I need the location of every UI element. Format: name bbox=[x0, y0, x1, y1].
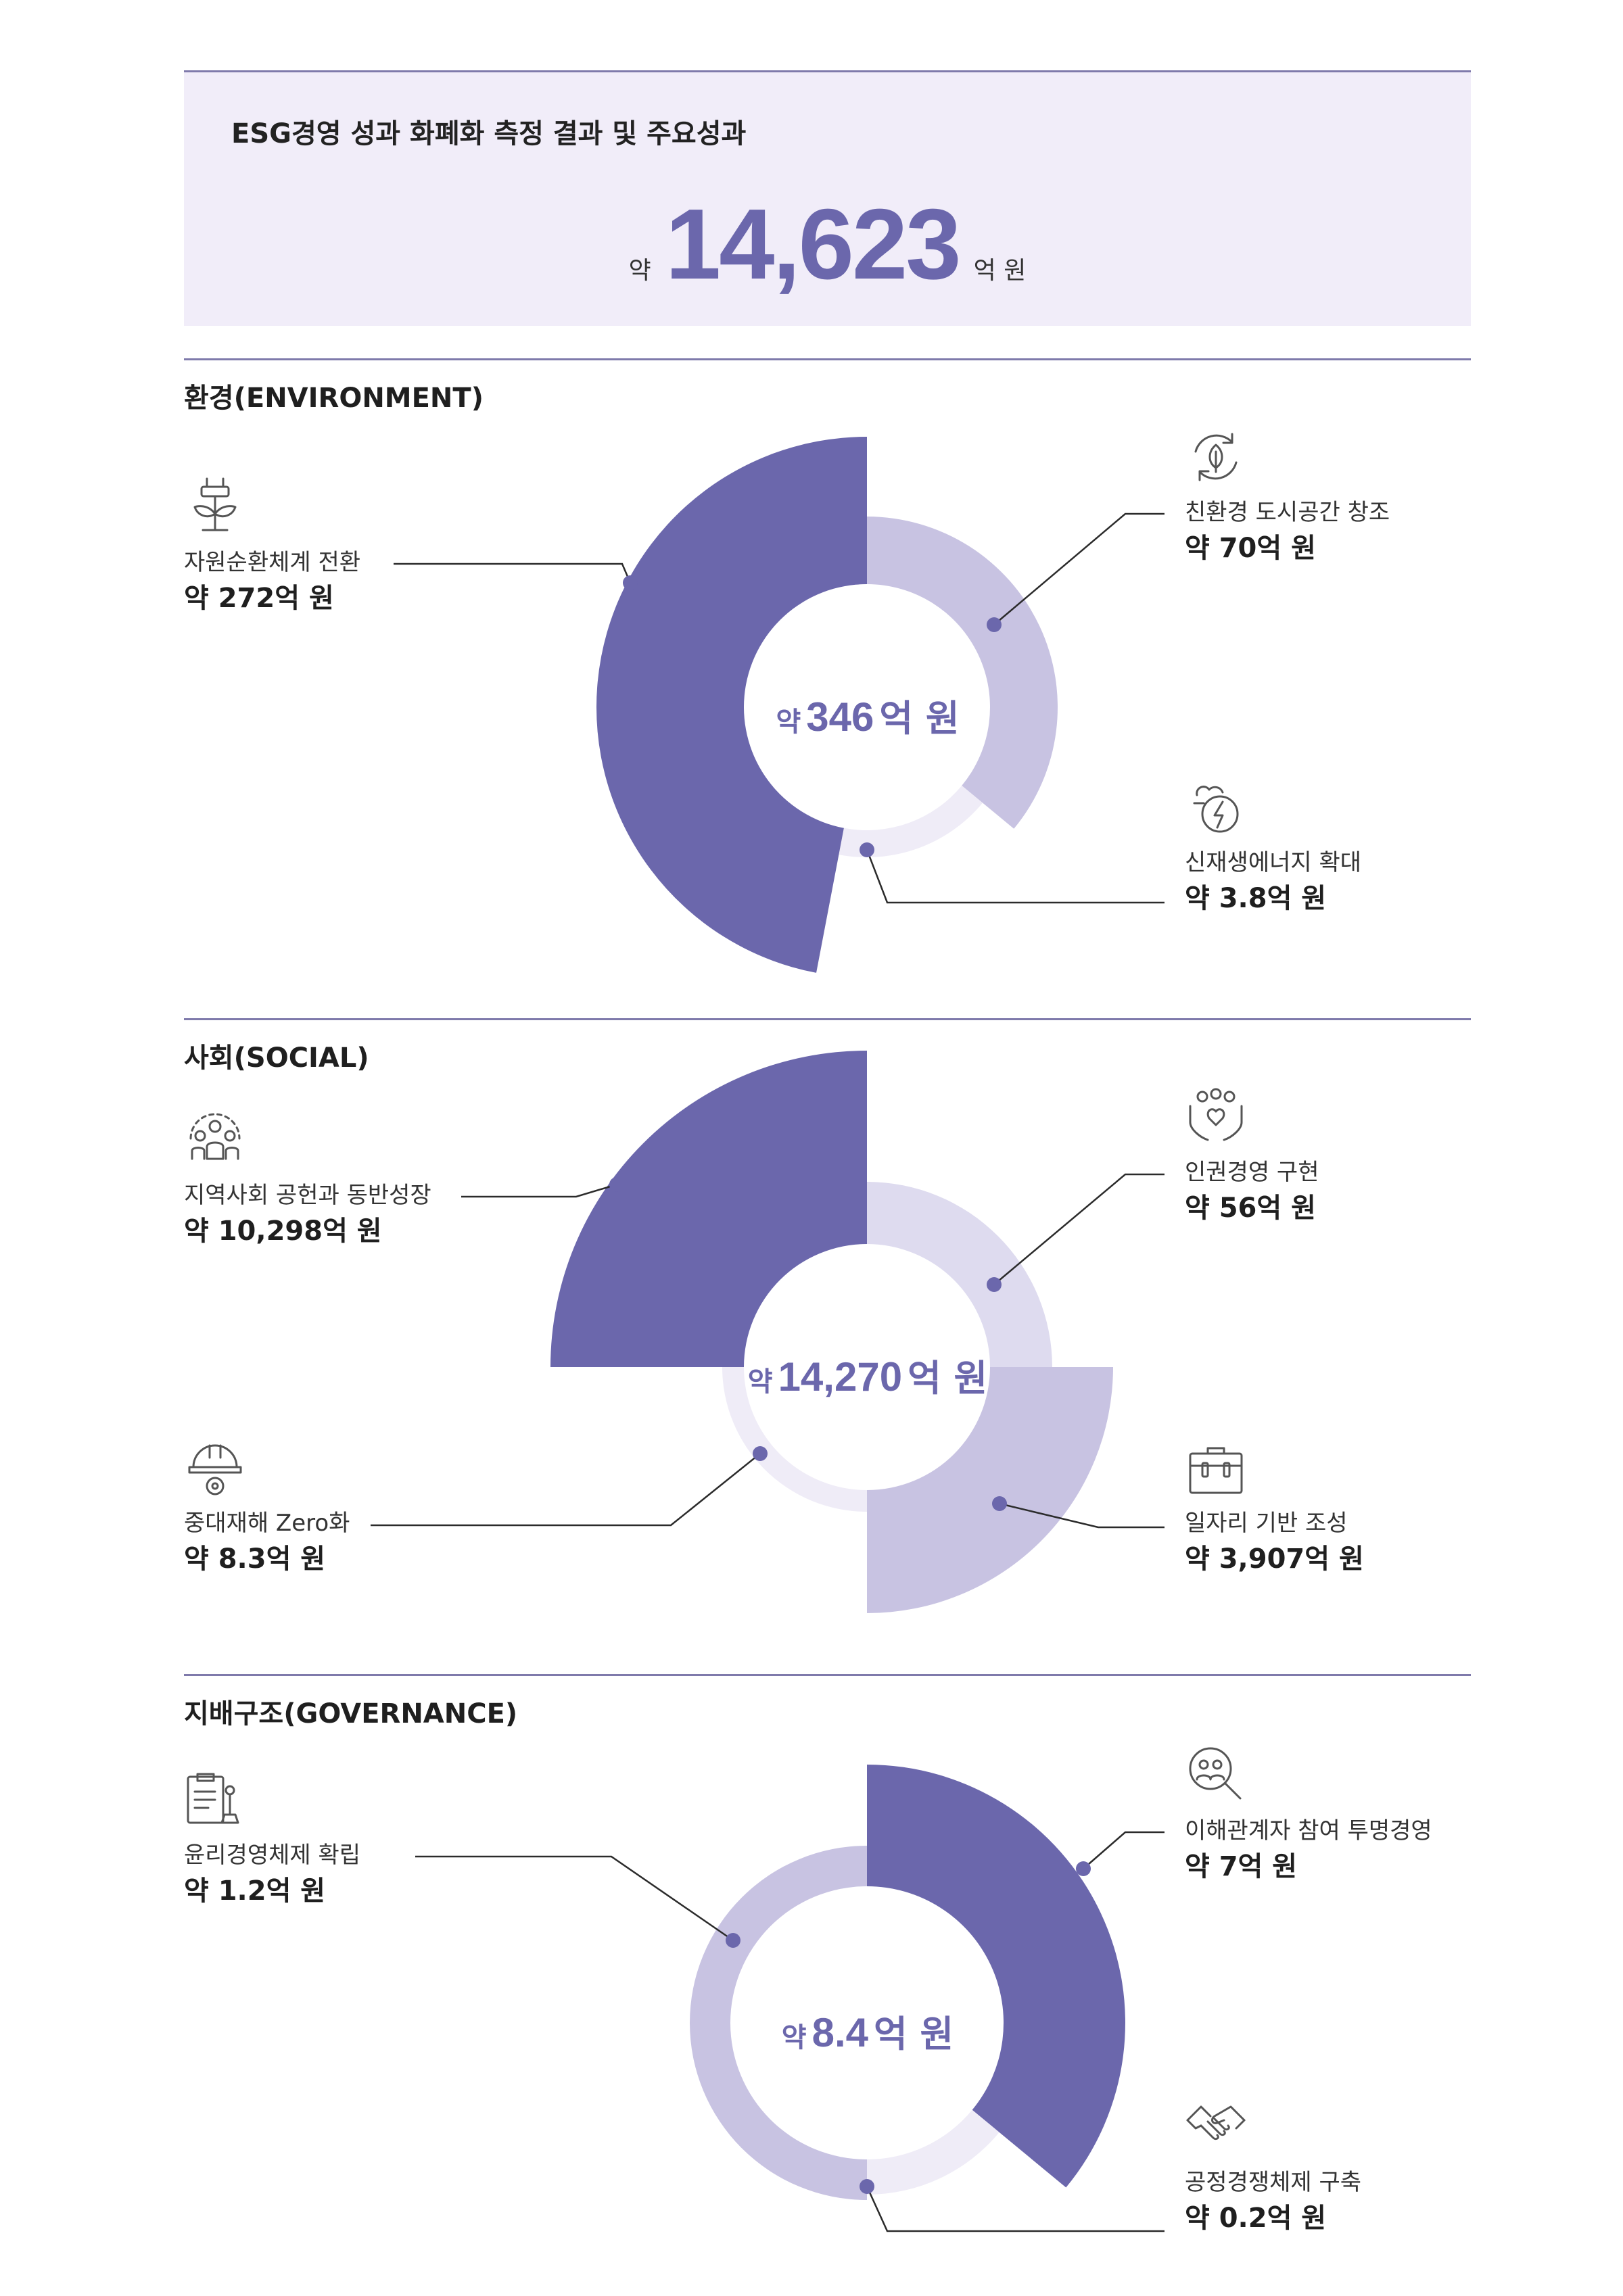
section-title-governance: 지배구조(GOVERNANCE) bbox=[184, 1698, 518, 1729]
recycle-leaf-icon bbox=[1194, 433, 1238, 481]
callout-eco-urban-space: 친환경 도시공간 창조 약 70억 원 bbox=[1185, 499, 1390, 564]
donut-slice bbox=[839, 786, 983, 857]
callout-community-contribution: 지역사회 공헌과 동반성장 약 10,298억 원 bbox=[184, 1182, 431, 1247]
donut-slice bbox=[867, 517, 1058, 829]
community-icon bbox=[189, 1113, 241, 1160]
callout-stakeholder-participation: 이해관계자 참여 투명경영 약 7억 원 bbox=[1185, 1817, 1432, 1882]
leader-line bbox=[394, 563, 632, 583]
section-title-environment: 환경(ENVIRONMENT) bbox=[184, 383, 484, 414]
donut-slice bbox=[867, 1182, 1052, 1367]
summary-total-value: 14,623 bbox=[665, 189, 962, 300]
toolbox-icon bbox=[1189, 1447, 1243, 1494]
leader-dot bbox=[1076, 1861, 1091, 1876]
section-divider-governance bbox=[184, 1674, 1471, 1676]
environment-donut bbox=[596, 437, 1058, 973]
leader-line bbox=[461, 1183, 617, 1198]
donut-slice bbox=[722, 1367, 867, 1512]
callout-ethics-management: 윤리경영체제 확립 약 1.2억 원 bbox=[184, 1842, 361, 1907]
callout-renewable-energy: 신재생에너지 확대 약 3.8억 원 bbox=[1185, 849, 1362, 914]
renewable-energy-icon bbox=[1193, 786, 1239, 833]
environment-total: 약 346 억 원 bbox=[776, 694, 960, 740]
leader-line bbox=[866, 849, 1165, 904]
section-divider-environment bbox=[184, 358, 1471, 360]
leader-line bbox=[1083, 1831, 1165, 1869]
leader-dot bbox=[860, 842, 874, 857]
section-divider-social bbox=[184, 1018, 1471, 1020]
leader-line bbox=[993, 512, 1165, 625]
leader-line bbox=[993, 1173, 1165, 1285]
leader-dot bbox=[860, 2179, 874, 2194]
leader-dot bbox=[623, 575, 638, 590]
summary-title: ESG경영 성과 화폐화 측정 결과 및 주요성과 bbox=[231, 118, 747, 149]
leader-dot bbox=[753, 1446, 768, 1461]
governance-donut bbox=[690, 1765, 1125, 2200]
donut-slice bbox=[867, 1367, 1113, 1613]
donut-slice bbox=[867, 1765, 1125, 2188]
callout-job-foundation: 일자리 기반 조성 약 3,907억 원 bbox=[1185, 1510, 1364, 1575]
leader-line bbox=[415, 1855, 734, 1942]
callout-human-rights: 인권경영 구현 약 56억 원 bbox=[1185, 1159, 1319, 1224]
summary-box: ESG경영 성과 화폐화 측정 결과 및 주요성과 약 14,623 억 원 bbox=[184, 70, 1471, 326]
governance-total: 약 8.4 억 원 bbox=[781, 2010, 954, 2055]
section-title-social: 사회(SOCIAL) bbox=[184, 1043, 369, 1074]
donut-slice bbox=[550, 1051, 867, 1367]
callout-resource-circulation: 자원순환체계 전환 약 272억 원 bbox=[184, 549, 361, 614]
summary-prefix: 약 bbox=[628, 257, 651, 285]
callout-fair-competition: 공정경쟁체제 구축 약 0.2억 원 bbox=[1185, 2169, 1362, 2234]
donut-slice bbox=[596, 437, 867, 973]
stakeholder-search-icon bbox=[1189, 1747, 1242, 1800]
plant-plug-icon bbox=[193, 477, 237, 531]
leader-line bbox=[866, 2186, 1165, 2232]
handshake-icon bbox=[1186, 2105, 1246, 2140]
social-total: 약 14,270 억 원 bbox=[747, 1354, 988, 1400]
social-donut bbox=[550, 1051, 1113, 1613]
human-rights-icon bbox=[1189, 1088, 1243, 1141]
leader-line bbox=[999, 1502, 1165, 1529]
summary-total: 약 14,623 억 원 bbox=[184, 187, 1471, 302]
ethics-clipboard-icon bbox=[187, 1773, 239, 1824]
summary-unit: 억 원 bbox=[973, 257, 1027, 285]
donut-slice bbox=[867, 2109, 999, 2195]
leader-line bbox=[371, 1453, 761, 1527]
leader-dot bbox=[726, 1933, 740, 1948]
leader-dot bbox=[992, 1496, 1007, 1511]
leader-dot bbox=[987, 617, 1002, 632]
leader-dot bbox=[987, 1277, 1002, 1292]
safety-helmet-icon bbox=[188, 1444, 242, 1496]
callout-zero-accident: 중대재해 Zero화 약 8.3억 원 bbox=[184, 1510, 350, 1575]
leader-dot bbox=[609, 1177, 624, 1192]
